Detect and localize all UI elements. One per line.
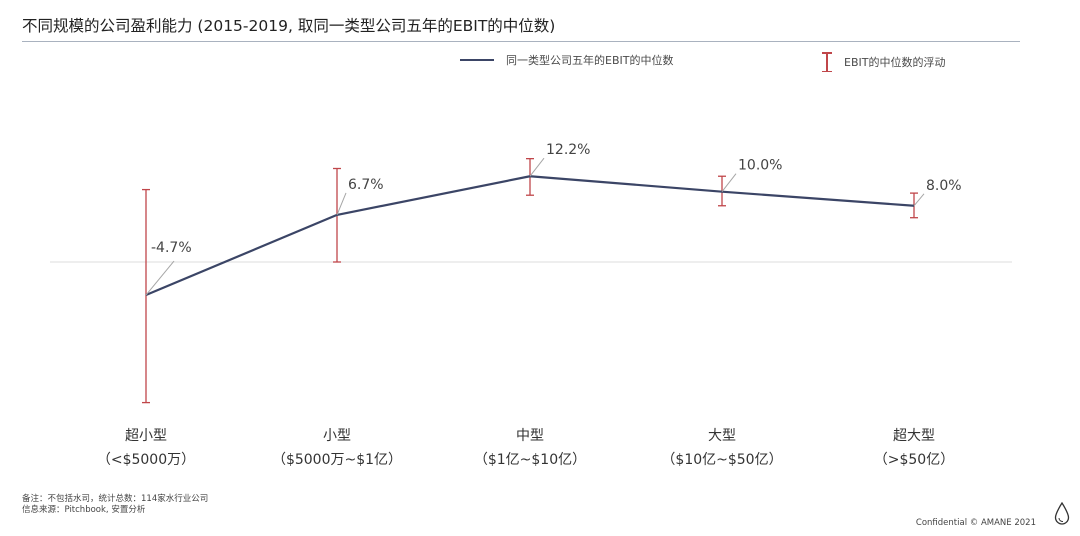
category-label: 小型 （$5000万~$1亿） [242, 424, 432, 472]
category-name: 超大型 [893, 428, 935, 444]
legend-label-range: EBIT的中位数的浮动 [844, 56, 946, 69]
category-name: 小型 [323, 428, 351, 444]
data-label: 6.7% [348, 177, 384, 193]
legend-errorbar-swatch [822, 52, 832, 72]
category-label: 超小型 （<$5000万） [51, 424, 241, 472]
footnote-note: 备注：不包括水司，统计总数：114家水行业公司 [22, 494, 209, 504]
data-label: 8.0% [926, 178, 962, 194]
category-name: 超小型 [125, 428, 167, 444]
category-range: （$1亿~$10亿） [473, 452, 587, 468]
data-label-leader [721, 173, 737, 193]
legend-label-median: 同一类型公司五年的EBIT的中位数 [506, 54, 674, 67]
legend-item-median: 同一类型公司五年的EBIT的中位数 [460, 52, 673, 68]
water-drop-icon [1054, 502, 1070, 525]
title-divider [22, 41, 1020, 42]
data-label: 12.2% [546, 142, 590, 158]
category-range: （>$50亿） [873, 452, 955, 468]
data-label: -4.7% [151, 240, 192, 256]
category-range: （<$5000万） [96, 452, 196, 468]
data-label-leader [529, 157, 545, 177]
footnotes: 备注：不包括水司，统计总数：114家水行业公司 信息来源：Pitchbook, … [22, 494, 208, 516]
page-title: 不同规模的公司盈利能力 (2015-2019, 取同一类型公司五年的EBIT的中… [22, 17, 556, 35]
footnote-source: 信息来源：Pitchbook, 安置分析 [22, 505, 146, 515]
category-label: 超大型 （>$50亿） [819, 424, 1009, 472]
category-range: （$5000万~$1亿） [271, 452, 403, 468]
legend-line-swatch [460, 59, 494, 61]
error-bar [142, 188, 150, 404]
data-label: 10.0% [738, 158, 782, 174]
data-label-leader [336, 192, 347, 216]
legend-item-range: EBIT的中位数的浮动 [822, 52, 945, 72]
category-range: （$10亿~$50亿） [661, 452, 783, 468]
data-label-leader [913, 193, 925, 207]
data-label-leader [145, 260, 175, 296]
category-name: 大型 [708, 428, 736, 444]
confidential-notice: Confidential © AMANE 2021 [915, 518, 1036, 528]
category-label: 大型 （$10亿~$50亿） [627, 424, 817, 472]
category-label: 中型 （$1亿~$10亿） [435, 424, 625, 472]
category-name: 中型 [516, 428, 544, 444]
